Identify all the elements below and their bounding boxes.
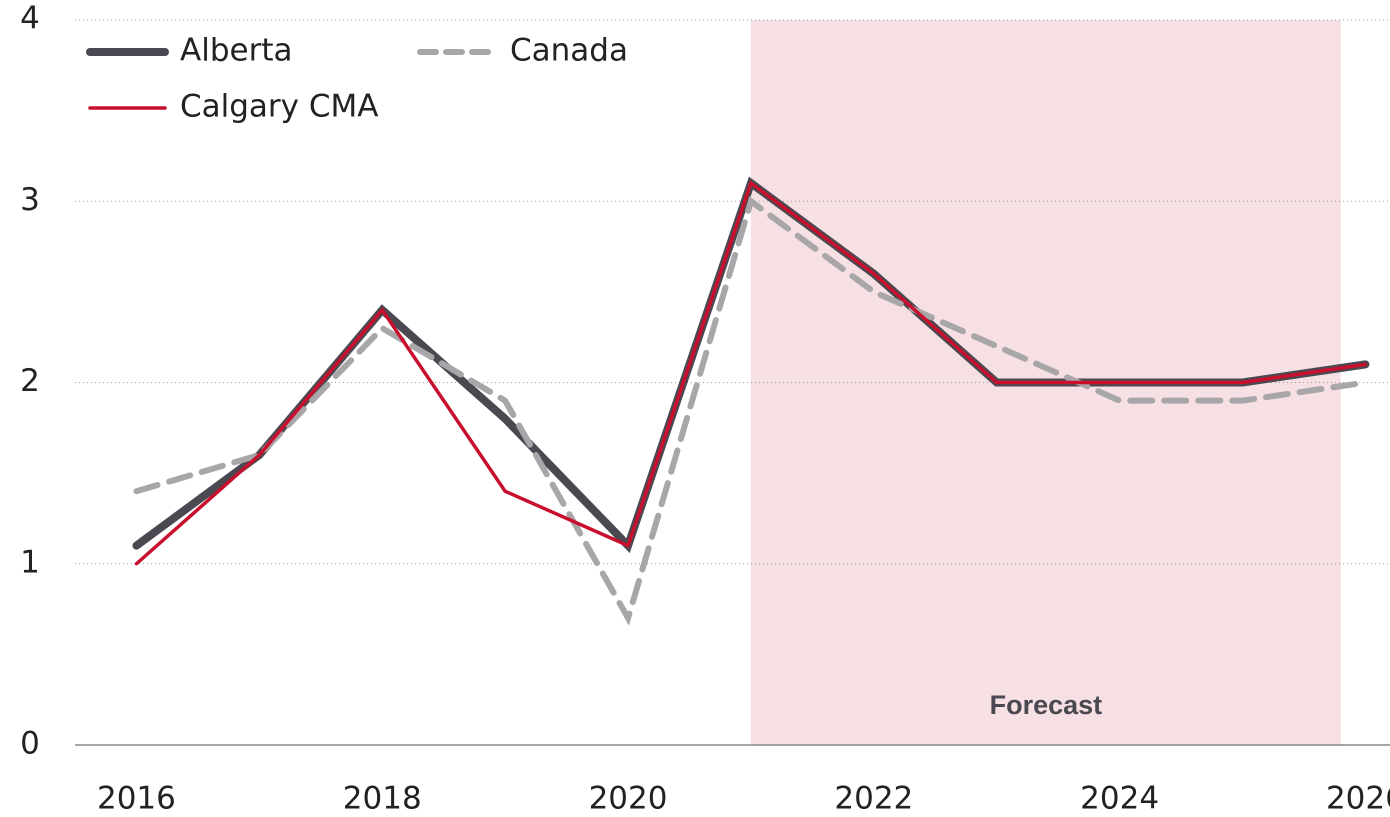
x-tick-label: 2018: [343, 781, 422, 817]
series-line: [134, 180, 1368, 566]
x-tick-label: 2016: [97, 781, 176, 817]
y-tick-label: 2: [20, 363, 40, 399]
x-tick-label: 2024: [1080, 781, 1159, 817]
legend-label: Canada: [510, 33, 628, 69]
y-tick-label: 3: [20, 182, 40, 218]
grid: [75, 19, 1390, 746]
x-tick-label: 2022: [834, 781, 913, 817]
legend-label: Alberta: [180, 33, 292, 69]
legend-label: Calgary CMA: [180, 89, 378, 125]
labels: Forecast 0 1 2 3 4 2016 2018 2020 2022 2024 2026 Alb…: [20, 1, 1390, 817]
x-tick-label: 2020: [589, 781, 668, 817]
x-tick-label: 2026: [1326, 781, 1390, 817]
y-tick-label: 0: [20, 726, 40, 762]
y-tick-label: 1: [20, 544, 40, 580]
y-tick-label: 4: [20, 1, 40, 37]
series-line: [133, 196, 1369, 626]
lines: [132, 176, 1370, 626]
forecast-label: Forecast: [990, 690, 1103, 720]
